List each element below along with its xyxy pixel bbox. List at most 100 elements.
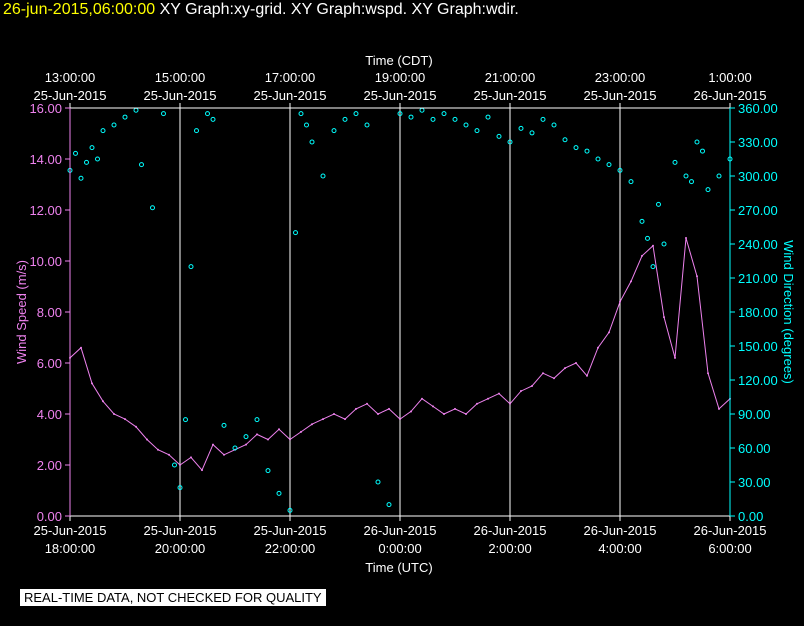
y-left-tick-label: 14.00 — [29, 152, 62, 167]
wdir-point — [617, 167, 623, 173]
wspd-point — [696, 275, 698, 278]
top-tick-label: 25-Jun-2015 — [474, 88, 547, 103]
wspd-point — [355, 407, 357, 410]
y-right-tick-label: 180.00 — [738, 305, 778, 320]
wdir-point — [320, 173, 326, 179]
wspd-point — [201, 469, 203, 472]
wdir-point — [95, 156, 100, 162]
wdir-point — [705, 187, 711, 193]
wdir-point — [364, 122, 370, 128]
wspd-point — [619, 300, 621, 303]
right-axis-title: Wind Direction (degrees) — [781, 240, 796, 384]
wspd-point — [278, 428, 280, 431]
wspd-point — [377, 413, 379, 415]
wspd-point — [432, 405, 434, 408]
wspd-point — [256, 433, 258, 436]
top-tick-label: 21:00:00 — [485, 70, 536, 85]
wdir-point — [518, 125, 524, 131]
wdir-point — [287, 507, 293, 513]
wdir-point — [353, 111, 359, 117]
wspd-point — [707, 372, 709, 375]
wspd-point — [476, 402, 478, 405]
wdir-point — [430, 116, 436, 122]
wdir-point — [656, 201, 661, 207]
wdir-point — [507, 139, 513, 145]
wdir-point — [293, 230, 298, 236]
y-right-tick-label: 270.00 — [738, 203, 778, 218]
bottom-tick-label: 25-Jun-2015 — [34, 523, 107, 538]
top-tick-label: 25-Jun-2015 — [34, 88, 107, 103]
wdir-point — [375, 479, 381, 485]
wspd-point — [564, 367, 566, 370]
wdir-point — [529, 130, 535, 136]
wspd-point — [190, 456, 192, 459]
wdir-point — [386, 502, 392, 508]
wdir-point — [183, 417, 188, 423]
y-right-tick-label: 330.00 — [738, 135, 778, 150]
bottom-tick-label: 6:00:00 — [708, 541, 751, 556]
bottom-tick-label: 0:00:00 — [378, 541, 421, 556]
wdir-point — [645, 235, 650, 241]
wdir-point — [84, 159, 89, 165]
y-left-tick-label: 10.00 — [29, 254, 62, 269]
wspd-point — [410, 410, 412, 413]
wdir-point — [496, 133, 502, 139]
timestamp: 26-jun-2015,06:00:00 — [3, 1, 156, 18]
wdir-point — [573, 145, 579, 151]
wspd-point — [443, 413, 445, 415]
wdir-point — [177, 485, 183, 491]
wspd-point — [685, 237, 687, 240]
wdir-point — [188, 264, 194, 270]
wdir-point — [595, 156, 601, 162]
wspd-point — [146, 438, 148, 441]
wdir-point — [243, 434, 249, 440]
bottom-tick-label: 4:00:00 — [598, 541, 641, 556]
wdir-point — [650, 264, 656, 270]
wspd-point — [212, 443, 214, 446]
y-left-tick-label: 2.00 — [37, 458, 62, 473]
wspd-point — [718, 407, 720, 410]
wdir-point — [661, 241, 667, 247]
wdir-point — [254, 417, 260, 423]
wspd-point — [179, 464, 181, 466]
wspd-point — [80, 346, 82, 349]
bottom-tick-label: 18:00:00 — [45, 541, 96, 556]
wspd-point — [91, 382, 93, 385]
axes: 25-Jun-2015 18:00:00 13:00:00 25-Jun-2015 25… — [29, 70, 777, 556]
y-right-tick-label: 150.00 — [738, 339, 778, 354]
wspd-point — [333, 413, 335, 415]
wdir-point — [689, 179, 694, 185]
wdir-point — [304, 122, 309, 128]
wspd-point — [168, 453, 170, 456]
top-tick-label: 1:00:00 — [708, 70, 751, 85]
wspd-point — [520, 390, 522, 393]
wdir-point — [485, 114, 491, 120]
bottom-tick-label: 26-Jun-2015 — [364, 523, 437, 538]
y-right-tick-label: 360.00 — [738, 101, 778, 116]
wspd-point — [135, 425, 137, 428]
bottom-tick-label: 20:00:00 — [155, 541, 206, 556]
wspd-point — [322, 418, 324, 421]
wspd-point — [575, 362, 577, 364]
wdir-point — [150, 205, 155, 211]
top-tick-label: 25-Jun-2015 — [364, 88, 437, 103]
wspd-point — [465, 413, 467, 415]
wspd-point — [674, 356, 676, 359]
wdir-point — [78, 175, 84, 181]
wspd-point — [300, 430, 302, 433]
wdir-point — [205, 111, 210, 117]
wspd-point — [586, 374, 588, 377]
wdir-point — [562, 137, 568, 143]
grid-lines — [179, 108, 621, 516]
y-right-tick-label: 300.00 — [738, 169, 778, 184]
wspd-point — [608, 331, 610, 334]
wdir-point — [221, 422, 227, 428]
wdir-point — [309, 139, 315, 145]
wspd-point — [113, 413, 115, 415]
top-tick-label: 15:00:00 — [155, 70, 206, 85]
wspd-point — [399, 418, 401, 421]
wdir-point — [694, 139, 700, 145]
wspd-point — [267, 438, 269, 441]
wdir-point — [606, 162, 612, 168]
top-tick-label: 25-Jun-2015 — [144, 88, 217, 103]
